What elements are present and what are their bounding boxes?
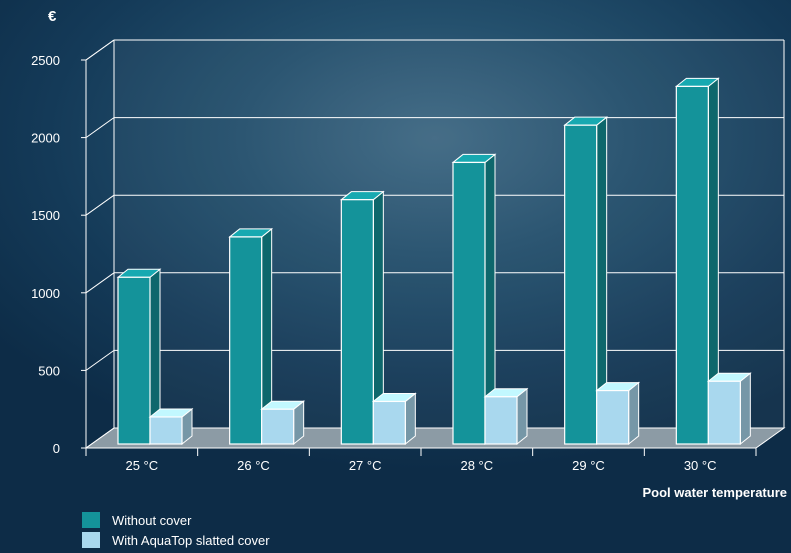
y-tick-label: 500 — [38, 363, 60, 378]
gridline-side — [85, 272, 115, 294]
bar-without-cover — [117, 276, 151, 445]
bar-with-cover-side — [739, 372, 751, 446]
gridline-side — [85, 194, 115, 216]
side-wall-top — [85, 39, 115, 61]
x-tick-label: 28 °C — [460, 458, 493, 473]
y-tick-label: 1500 — [31, 208, 60, 223]
legend-item-without-cover: Without cover — [82, 510, 270, 530]
bar-with-cover — [484, 396, 518, 445]
bar-without-cover — [229, 236, 263, 445]
legend-item-with-cover: With AquaTop slatted cover — [82, 530, 270, 550]
gridline-side — [85, 427, 115, 449]
y-tick-label: 2500 — [31, 53, 60, 68]
bar-without-cover — [452, 161, 486, 445]
bar-with-cover — [372, 400, 406, 445]
bar-with-cover — [261, 408, 295, 445]
gridline-side — [85, 349, 115, 371]
bar-without-cover — [340, 199, 374, 445]
bar-with-cover-side — [404, 392, 416, 446]
bar-with-cover — [149, 416, 183, 445]
x-axis-title: Pool water temperature — [642, 485, 788, 500]
bar-with-cover — [596, 389, 630, 445]
y-tick-label: 1000 — [31, 286, 60, 301]
bar-with-cover-side — [516, 387, 528, 446]
y-unit-label: € — [48, 8, 57, 25]
x-tick-label: 25 °C — [125, 458, 158, 473]
bar-with-cover-side — [628, 381, 640, 446]
x-tick-label: 29 °C — [572, 458, 605, 473]
back-wall — [114, 40, 784, 428]
gridline-side — [85, 117, 115, 139]
bar-without-cover — [675, 85, 709, 445]
x-tick-label: 30 °C — [684, 458, 717, 473]
legend-label-with-cover: With AquaTop slatted cover — [112, 532, 270, 548]
y-tick-label: 0 — [53, 441, 60, 456]
x-tick-label: 27 °C — [349, 458, 382, 473]
y-tick-label: 2000 — [31, 131, 60, 146]
legend: Without cover With AquaTop slatted cover — [82, 510, 270, 550]
legend-swatch-with-cover — [82, 532, 100, 548]
x-tick-label: 26 °C — [237, 458, 270, 473]
legend-label-without-cover: Without cover — [112, 512, 192, 528]
bar-without-cover — [564, 124, 598, 445]
legend-swatch-without-cover — [82, 512, 100, 528]
bar-with-cover — [707, 380, 741, 445]
